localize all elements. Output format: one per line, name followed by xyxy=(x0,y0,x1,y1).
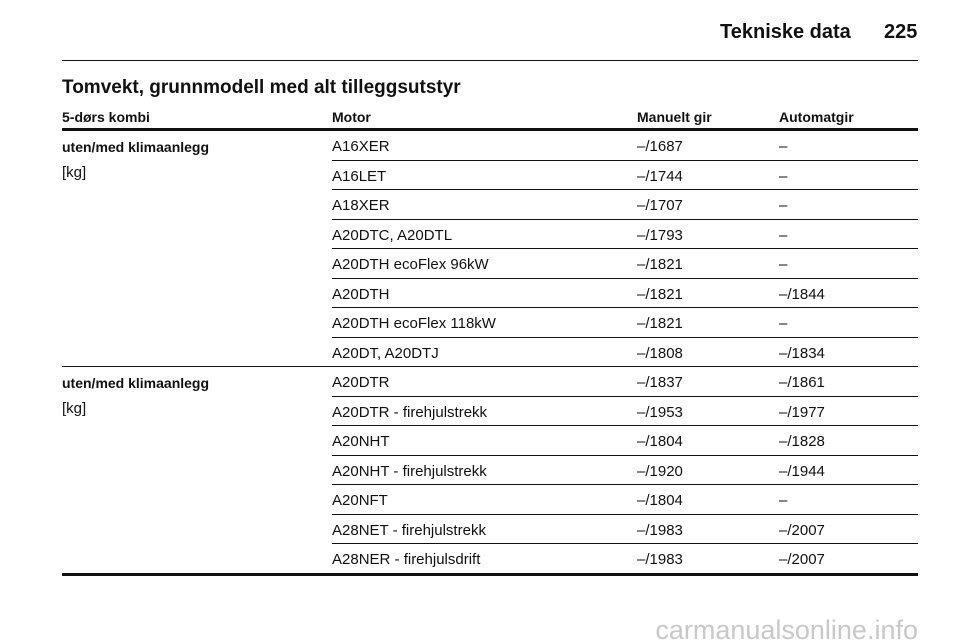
cell: –/1861 xyxy=(779,374,825,391)
cell: A28NER - firehjulsdrift xyxy=(332,551,481,568)
cell: A16LET xyxy=(332,167,387,185)
row-rule xyxy=(332,337,918,338)
group-rule xyxy=(62,573,918,576)
row-rule xyxy=(332,484,918,485)
cell: –/1920 xyxy=(637,462,683,480)
cell: – xyxy=(779,197,788,214)
cell: – xyxy=(779,167,788,185)
header-title: Tekniske data xyxy=(720,21,851,43)
cell: – xyxy=(779,492,788,509)
cell: –/1793 xyxy=(637,226,683,244)
table-head-rule xyxy=(62,128,918,131)
column-header: 5-dørs kombi xyxy=(62,109,150,125)
cell: –/1977 xyxy=(779,403,825,421)
row-rule xyxy=(332,307,918,308)
cell: –/1808 xyxy=(637,344,683,362)
row-rule xyxy=(332,160,918,161)
group-label: uten/med klimaanlegg xyxy=(62,139,210,155)
cell: –/1983 xyxy=(637,551,683,568)
group-unit: [kg] xyxy=(62,400,87,417)
cell: –/1687 xyxy=(637,138,683,155)
group-rule xyxy=(62,366,918,367)
column-header: Manuelt gir xyxy=(637,109,712,125)
cell: – xyxy=(779,226,788,244)
group-unit: [kg] xyxy=(62,164,87,181)
cell: –/1821 xyxy=(637,315,683,332)
cell: –/1834 xyxy=(779,344,825,362)
cell: –/1821 xyxy=(637,285,683,303)
cell: –/2007 xyxy=(779,551,825,568)
group-label: uten/med klimaanlegg xyxy=(62,375,210,391)
cell: – xyxy=(779,315,788,332)
cell: –/1828 xyxy=(779,433,825,450)
row-rule xyxy=(332,189,918,190)
row-rule xyxy=(332,455,918,456)
cell: A28NET - firehjulstrekk xyxy=(332,521,486,539)
cell: A20DT, A20DTJ xyxy=(332,344,439,362)
cell: –/1821 xyxy=(637,256,683,273)
row-rule xyxy=(332,219,918,220)
cell: A20DTR - firehjulstrekk xyxy=(332,403,488,421)
cell: –/2007 xyxy=(779,521,825,539)
cell: –/1804 xyxy=(637,492,683,509)
cell: –/1804 xyxy=(637,433,683,450)
row-rule xyxy=(332,425,918,426)
column-header: Automatgir xyxy=(779,109,854,125)
row-rule xyxy=(332,278,918,279)
cell: –/1844 xyxy=(779,285,825,303)
cell: A20DTR xyxy=(332,374,390,391)
cell: A16XER xyxy=(332,138,390,155)
cell: – xyxy=(779,256,788,273)
row-rule xyxy=(332,248,918,249)
cell: –/1944 xyxy=(779,462,825,480)
cell: A20NFT xyxy=(332,492,388,509)
cell: A20DTH ecoFlex 96kW xyxy=(332,256,489,273)
cell: –/1837 xyxy=(637,374,683,391)
row-rule xyxy=(332,514,918,515)
cell: –/1744 xyxy=(637,167,683,185)
cell: A20DTH xyxy=(332,285,390,303)
row-rule xyxy=(332,543,918,544)
cell: –/1707 xyxy=(637,197,683,214)
cell: A18XER xyxy=(332,197,390,214)
cell: A20DTH ecoFlex 118kW xyxy=(332,315,496,332)
cell: A20DTC, A20DTL xyxy=(332,226,453,244)
section-title: Tomvekt, grunnmodell med alt tilleggsuts… xyxy=(62,77,461,98)
cell: –/1953 xyxy=(637,403,683,421)
cell: – xyxy=(779,138,788,155)
watermark: carmanualsonline.info xyxy=(655,615,918,642)
column-header: Motor xyxy=(332,109,371,125)
header-rule xyxy=(62,60,918,61)
cell: A20NHT - firehjulstrekk xyxy=(332,462,487,480)
row-rule xyxy=(332,396,918,397)
cell: A20NHT xyxy=(332,433,390,450)
page-number: 225 xyxy=(884,21,918,43)
cell: –/1983 xyxy=(637,521,683,539)
